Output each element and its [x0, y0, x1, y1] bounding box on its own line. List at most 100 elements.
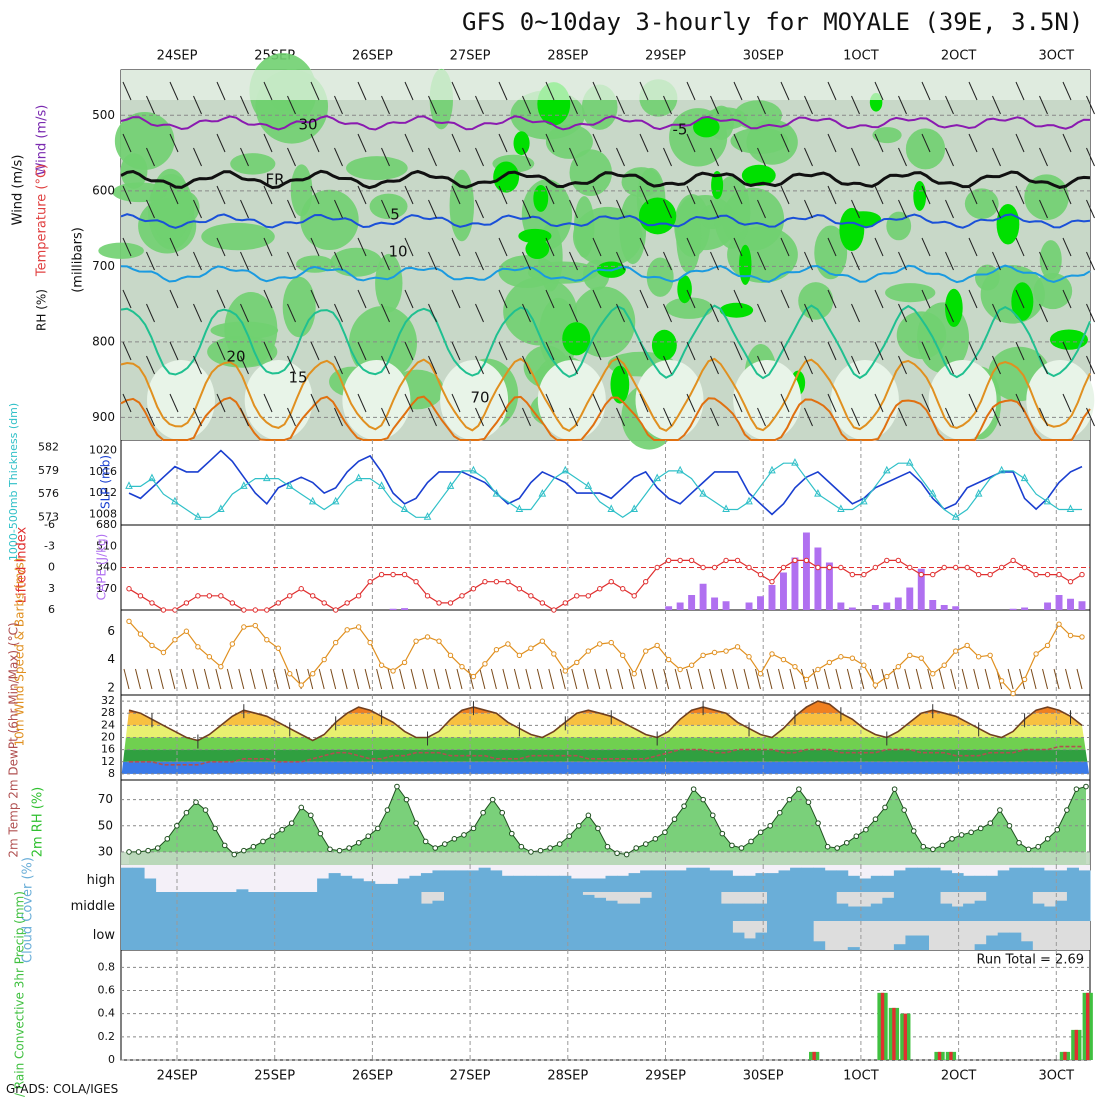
cape-bar — [952, 606, 960, 610]
wind-barb — [992, 147, 1001, 167]
wind-point — [1033, 651, 1039, 657]
cloud-cell-middle — [743, 903, 756, 921]
cloud-cell-high — [882, 875, 895, 892]
wind-point — [482, 661, 488, 667]
cloud-cell-low — [178, 921, 191, 950]
wind-barb — [287, 199, 296, 219]
date-label-top: 24SEP — [157, 49, 198, 64]
wind-barb — [122, 133, 132, 153]
wind-barb — [263, 393, 273, 413]
contour-label: 30 — [298, 116, 317, 134]
cloud-cell-middle — [617, 903, 630, 921]
li-point — [447, 600, 454, 606]
precip-convective-bar — [949, 1051, 953, 1060]
li-point — [574, 593, 580, 599]
wind-barb — [522, 147, 531, 167]
rh-moist-area — [98, 242, 144, 259]
cloud-cell-low — [201, 921, 214, 950]
cloud-cell-high — [1009, 867, 1022, 892]
rh2m-point — [212, 825, 218, 832]
wind-point — [677, 666, 683, 673]
cape-bar — [837, 602, 845, 610]
cloud-cell-low — [132, 921, 145, 950]
ylabel-temperature: Temperature (°C) — [35, 164, 50, 277]
li-point — [528, 593, 534, 599]
wind-barb — [757, 147, 766, 167]
cloud-cell-high — [1055, 870, 1068, 892]
rh2m-point — [920, 843, 927, 850]
wind-barb — [404, 289, 414, 309]
wind-point — [711, 649, 718, 656]
wind-barb — [404, 341, 414, 361]
cape-bar — [825, 562, 833, 610]
cloud-cell-high — [732, 875, 745, 892]
rh-saturated-area — [996, 204, 1020, 245]
rh-moist-area — [730, 127, 789, 154]
rh-saturated-area — [513, 131, 530, 156]
wind-barb — [874, 237, 884, 257]
date-label-bottom: 26SEP — [352, 1069, 393, 1084]
wind-point — [470, 673, 477, 680]
li-point — [229, 600, 236, 606]
cloud-cell-high — [986, 875, 999, 892]
wind-barb — [193, 407, 202, 427]
cloud-cell-high — [1078, 870, 1091, 892]
wind-point — [585, 648, 591, 654]
rh2m-point — [834, 845, 840, 851]
wind-point — [952, 648, 959, 654]
thickness-point — [492, 488, 501, 497]
wind-barb — [263, 133, 273, 153]
cloud-cell-low — [501, 921, 514, 950]
wind-barb — [334, 303, 343, 323]
li-point — [344, 600, 350, 606]
wind-barb — [146, 147, 155, 167]
cloud-cell-middle — [524, 892, 537, 921]
li-tick-label: 3 — [48, 582, 55, 595]
wind-barb — [945, 303, 954, 323]
wind-barb — [686, 393, 696, 413]
wind-barb — [216, 237, 226, 257]
rh2m-point — [805, 799, 812, 806]
li-point — [172, 607, 178, 613]
cloud-cell-low — [328, 921, 341, 950]
rh2m-point — [442, 841, 448, 847]
cloud-cell-middle — [974, 900, 987, 921]
surface-wind-barb — [582, 668, 589, 690]
cape-tick-label: 510 — [96, 539, 117, 552]
wind-barb — [639, 289, 649, 309]
surface-wind-barb — [835, 668, 842, 690]
rh-dry-area — [830, 360, 899, 440]
li-point — [746, 564, 752, 571]
rh-moist-area — [369, 193, 408, 220]
cloud-level-label: low — [93, 928, 116, 943]
cloud-cell-high — [467, 870, 480, 892]
cloud-cell-high — [605, 875, 618, 892]
wind-barb — [639, 133, 649, 153]
cloud-cell-middle — [1066, 892, 1079, 921]
li-point — [861, 571, 867, 578]
rh2m-point — [193, 799, 199, 806]
cloud-cell-high — [790, 867, 803, 892]
cape-bar — [757, 596, 764, 610]
wind-barb — [428, 199, 437, 219]
rh-moist-area — [282, 276, 316, 338]
wind-barb — [287, 147, 296, 167]
rh2m-point — [681, 803, 687, 809]
wind-barb — [592, 393, 602, 413]
thickness-point — [905, 458, 914, 466]
wind-barb — [404, 237, 414, 257]
cloud-cell-low — [628, 921, 641, 950]
cloud-cell-middle — [940, 903, 953, 921]
surface-wind-barb — [1076, 668, 1083, 690]
wind-barb — [357, 81, 367, 101]
rh2m-point — [1025, 846, 1032, 853]
surface-wind-barb — [192, 668, 199, 690]
cloud-cell-middle — [213, 892, 226, 921]
wind-barb — [122, 185, 132, 205]
wind-point — [1079, 634, 1085, 640]
wind-barb — [780, 341, 790, 361]
cloud-cell-middle — [467, 892, 480, 921]
cloud-cell-middle — [340, 892, 353, 921]
surface-wind-barb — [823, 668, 830, 690]
wind-barb — [451, 81, 461, 101]
